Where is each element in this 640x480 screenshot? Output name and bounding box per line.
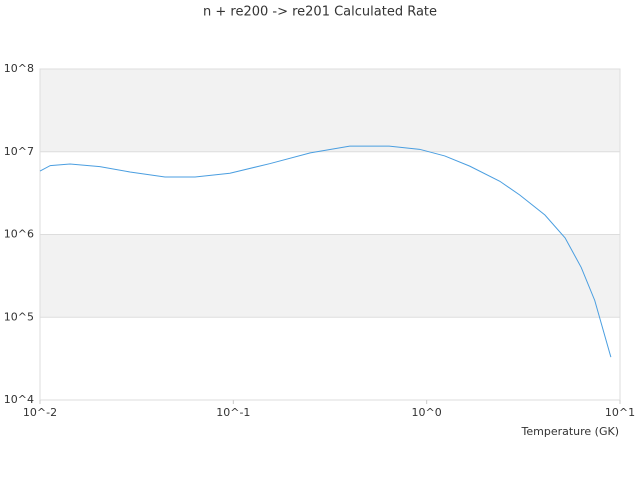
x-tick-label: 10^1 <box>605 406 635 419</box>
y-tick-label: 10^8 <box>4 62 34 75</box>
x-axis-label: Temperature (GK) <box>521 425 620 438</box>
chart-title: n + re200 -> re201 Calculated Rate <box>203 5 437 20</box>
x-tick-label: 10^-2 <box>23 406 57 419</box>
x-tick-label: 10^-1 <box>216 406 250 419</box>
y-tick-label: 10^5 <box>4 310 34 323</box>
data-line <box>39 145 612 358</box>
y-tick-label: 10^7 <box>4 145 34 158</box>
grid-band <box>40 69 620 152</box>
x-tick-label: 10^0 <box>412 406 442 419</box>
y-tick-label: 10^4 <box>4 393 34 406</box>
grid-band <box>40 234 620 318</box>
y-tick-label: 10^6 <box>4 228 34 241</box>
